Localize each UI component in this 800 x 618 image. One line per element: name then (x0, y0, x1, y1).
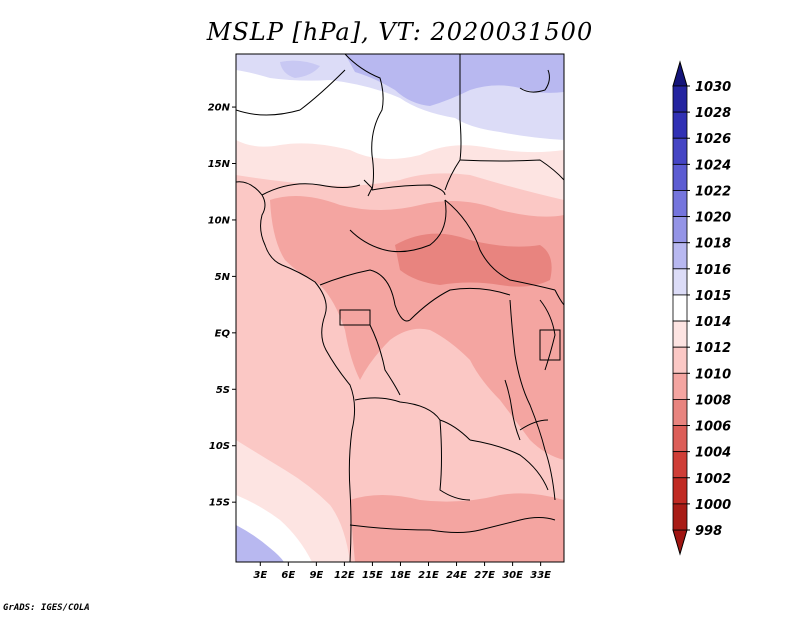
colorbar-label: 1012 (695, 341, 731, 356)
lon-label: 30E (502, 570, 523, 581)
colorbar: 1030 1028 1026 1024 1022 1020 1018 1016 1015 1014… (672, 60, 731, 556)
colorbar-swatch (672, 85, 688, 113)
colorbar-label: 1018 (695, 237, 731, 252)
lon-label: 27E (474, 570, 495, 581)
colorbar-label: 1015 (695, 289, 731, 304)
colorbar-label: 1016 (695, 263, 731, 278)
country-borders (236, 54, 564, 562)
lat-label: 15S (209, 498, 230, 509)
longitude-axis: 3E 6E 9E 12E 15E 18E 21E 24E 27E 30E 33E (253, 562, 551, 581)
colorbar-swatch (672, 137, 688, 165)
colorbar-swatch (672, 190, 688, 217)
colorbar-swatch (672, 163, 688, 191)
grads-credit: GrADS: IGES/COLA (3, 603, 90, 613)
colorbar-swatch (672, 320, 688, 348)
lon-label: 3E (253, 570, 267, 581)
colorbar-swatch (672, 111, 688, 139)
colorbar-label: 998 (695, 524, 722, 539)
lat-label: 5N (215, 272, 231, 283)
pressure-band-1016-south (236, 525, 284, 562)
colorbar-bottom-arrow (672, 529, 688, 556)
colorbar-swatch (672, 294, 688, 322)
colorbar-swatch (672, 268, 688, 296)
lon-label: 21E (418, 570, 439, 581)
colorbar-swatch (672, 216, 688, 244)
lon-label: 9E (309, 570, 323, 581)
lon-label: 24E (446, 570, 467, 581)
colorbar-label: 1000 (695, 498, 731, 513)
pressure-band-1016-north (345, 54, 564, 106)
lat-label: EQ (215, 328, 231, 339)
colorbar-label: 1006 (695, 420, 731, 435)
colorbar-label: 1002 (695, 472, 731, 487)
lat-label: 10N (208, 215, 231, 226)
colorbar-label: 1020 (695, 211, 731, 226)
colorbar-swatch (672, 372, 688, 400)
colorbar-swatch (672, 503, 688, 531)
map-panel (236, 54, 564, 562)
colorbar-top-arrow (672, 60, 688, 87)
lat-label: 15N (208, 159, 231, 170)
colorbar-swatch (672, 399, 688, 426)
lon-label: 18E (390, 570, 411, 581)
lon-label: 6E (281, 570, 295, 581)
colorbar-label: 1024 (695, 158, 731, 173)
colorbar-label: 1030 (695, 80, 731, 95)
lon-label: 12E (334, 570, 355, 581)
colorbar-label: 1022 (695, 184, 731, 199)
map-title: MSLP [hPa], VT: 2020031500 (206, 18, 594, 46)
colorbar-label: 1004 (695, 446, 731, 461)
colorbar-swatch (672, 242, 688, 270)
colorbar-label: 1026 (695, 132, 731, 147)
pressure-band-1008-south (350, 493, 564, 562)
lat-label: 10S (209, 441, 230, 452)
pressure-band-1016-nw (280, 60, 320, 78)
lat-label: 20N (208, 103, 231, 114)
lon-label: 15E (362, 570, 383, 581)
colorbar-label: 1014 (695, 315, 731, 330)
colorbar-label: 1010 (695, 367, 731, 382)
latitude-axis: 20N 15N 10N 5N EQ 5S 10S 15S (208, 103, 236, 509)
colorbar-swatch (672, 477, 688, 505)
colorbar-swatch (672, 346, 688, 374)
colorbar-swatch (672, 451, 688, 479)
lon-label: 33E (530, 570, 551, 581)
colorbar-swatch (672, 425, 688, 453)
colorbar-label: 1028 (695, 106, 731, 121)
pressure-band-1006-core (395, 233, 552, 287)
colorbar-label: 1008 (695, 393, 731, 408)
lat-label: 5S (216, 385, 230, 396)
